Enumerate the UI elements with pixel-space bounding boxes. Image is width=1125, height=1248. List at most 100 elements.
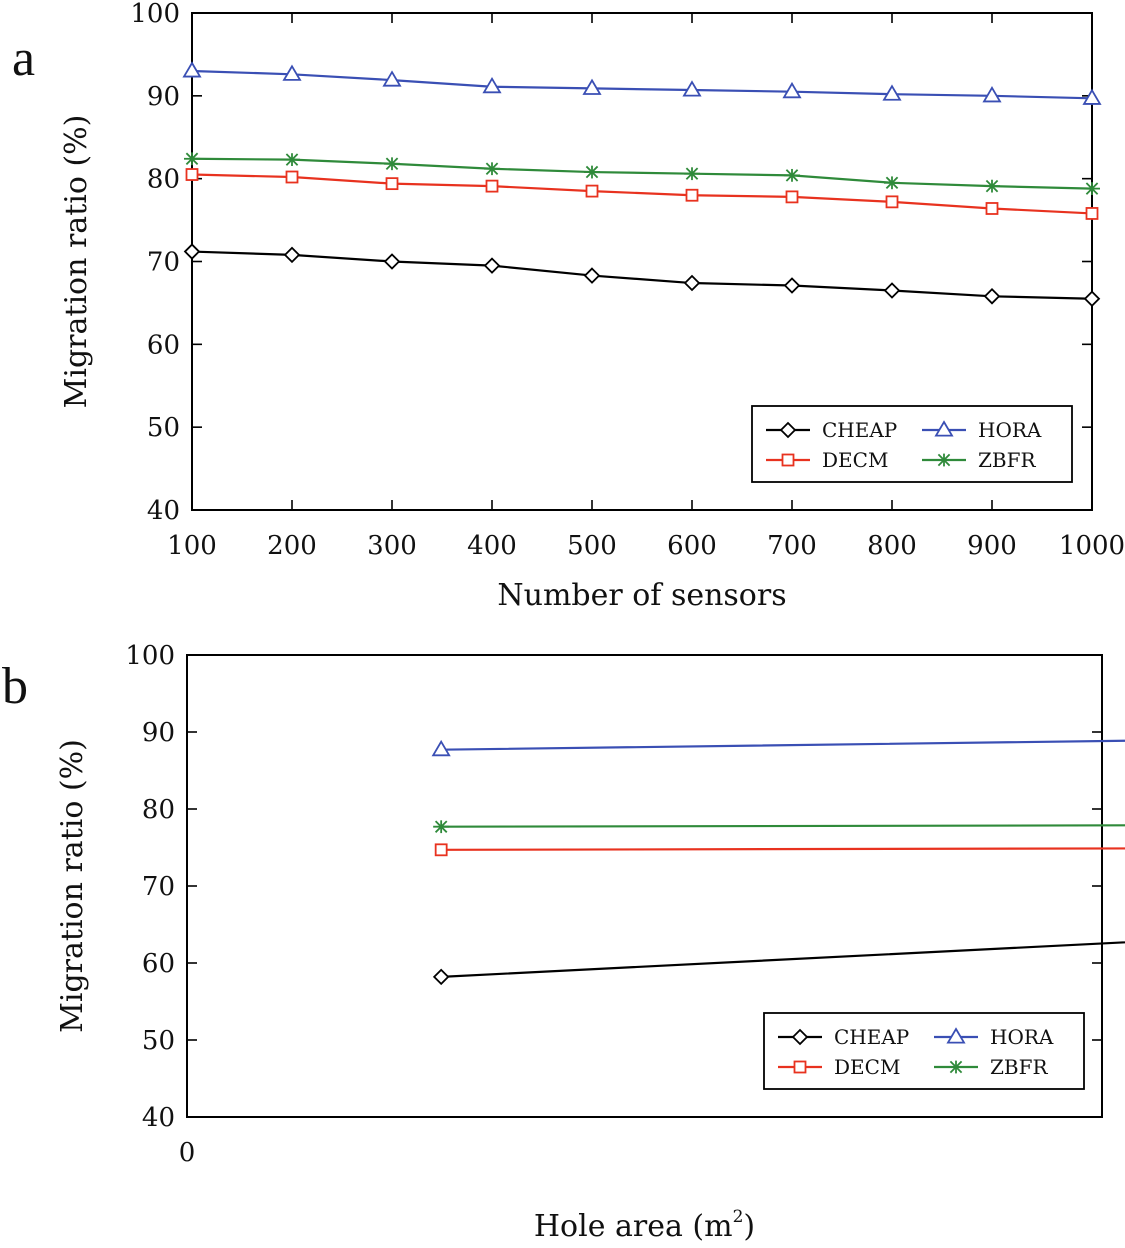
y-axis-title: Migration ratio (%) [59,115,94,409]
legend-item-decm: DECM [766,448,888,472]
marker-zbfr-9 [1084,182,1100,196]
y-tick-label: 40 [147,496,180,526]
y-tick-label: 90 [142,718,175,748]
legend-label: DECM [834,1055,900,1079]
marker-zbfr-0 [433,820,450,834]
marker-hora-2 [382,70,402,87]
marker-hora-1 [282,64,302,81]
marker-decm-2 [385,177,399,191]
marker-hora-9 [1082,88,1102,105]
marker-legend-hora-0 [946,1027,966,1044]
marker-cheap-0 [432,968,450,986]
y-tick-label: 80 [147,165,180,195]
y-tick-label: 50 [142,1026,175,1056]
panel-label-b: b [2,658,28,715]
marker-zbfr-6 [784,168,800,182]
x-axis-title: Hole area (m2) [534,1207,755,1244]
series-decm [434,843,1125,857]
marker-decm-7 [885,195,899,209]
series-line-hora [191,69,1093,100]
series-decm [185,168,1099,220]
legend-box [763,1012,1085,1090]
x-tick-label: 200 [267,531,317,561]
x-tick-label: 900 [967,531,1017,561]
chart-panel-b: b405060708090100010220230240250260270280… [2,641,1125,1244]
y-tick-label: 100 [130,0,180,29]
marker-decm-3 [485,179,499,193]
marker-cheap-1 [283,246,301,264]
marker-hora-0 [182,61,202,78]
marker-cheap-8 [983,288,1001,305]
panel-label-a: a [12,30,35,87]
x-tick-label: 600 [667,531,717,561]
y-tick-label: 50 [147,413,180,443]
legend-label: ZBFR [990,1055,1048,1079]
y-tick-label: 60 [147,330,180,360]
legend-label: HORA [990,1025,1054,1049]
series-line-cheap [191,250,1093,300]
marker-legend-decm-0 [793,1060,807,1074]
legend-item-hora: HORA [934,1025,1054,1049]
legend-box [751,405,1073,483]
legend-item-cheap: CHEAP [778,1025,909,1049]
x-tick-label: 100 [167,531,217,561]
legend-item-hora: HORA [922,418,1042,442]
legend-item-zbfr: ZBFR [922,448,1036,472]
marker-hora-0 [431,739,451,757]
x-tick-label: 400 [467,531,517,561]
x-tick-label: 500 [567,531,617,561]
series-line-decm [191,173,1093,215]
marker-decm-8 [985,202,999,215]
marker-cheap-5 [683,274,701,292]
marker-cheap-7 [883,282,901,299]
marker-decm-9 [1085,207,1099,220]
marker-cheap-0 [183,243,201,260]
marker-legend-zbfr-0 [948,1060,964,1074]
series-line-decm [441,847,1125,851]
marker-hora-3 [482,76,502,94]
y-tick-label: 60 [142,949,175,979]
x-axis-title: Number of sensors [497,578,786,613]
series-hora [182,61,1102,105]
marker-legend-zbfr-0 [936,453,952,467]
marker-decm-0 [185,168,199,181]
x-tick-label: 700 [767,531,817,561]
marker-zbfr-4 [584,165,600,179]
legend-label: CHEAP [822,418,897,442]
marker-hora-6 [782,81,802,99]
legend-item-decm: DECM [778,1055,900,1079]
marker-cheap-3 [483,257,501,274]
marker-hora-5 [682,80,702,97]
y-tick-label: 70 [147,248,180,278]
marker-decm-6 [785,190,799,204]
marker-legend-cheap-0 [779,421,797,439]
marker-cheap-6 [783,277,801,294]
legend-label: HORA [978,418,1042,442]
y-tick-label: 100 [125,641,175,671]
series-zbfr [433,820,1125,834]
marker-zbfr-3 [484,162,500,176]
marker-zbfr-8 [984,179,1000,193]
series-line-zbfr [441,824,1125,828]
marker-zbfr-0 [184,152,200,166]
series-cheap [183,243,1101,308]
y-tick-label: 70 [142,872,175,902]
series-line-zbfr [191,157,1093,190]
marker-cheap-2 [383,253,401,270]
legend: CHEAP HORA DECM ZBFR [751,405,1073,483]
legend-item-cheap: CHEAP [766,418,897,442]
marker-cheap-9 [1083,290,1101,308]
marker-hora-7 [882,84,902,101]
series-line-hora [441,739,1125,751]
legend-label: ZBFR [978,448,1036,472]
marker-zbfr-7 [884,176,900,190]
marker-zbfr-1 [284,153,300,167]
legend-label: DECM [822,448,888,472]
series-line-cheap [441,941,1125,978]
marker-decm-1 [285,170,299,184]
legend-label: CHEAP [834,1025,909,1049]
marker-hora-4 [582,78,602,95]
legend: CHEAP HORA DECM ZBFR [763,1012,1085,1090]
marker-zbfr-2 [384,157,400,171]
marker-decm-0 [434,843,448,857]
